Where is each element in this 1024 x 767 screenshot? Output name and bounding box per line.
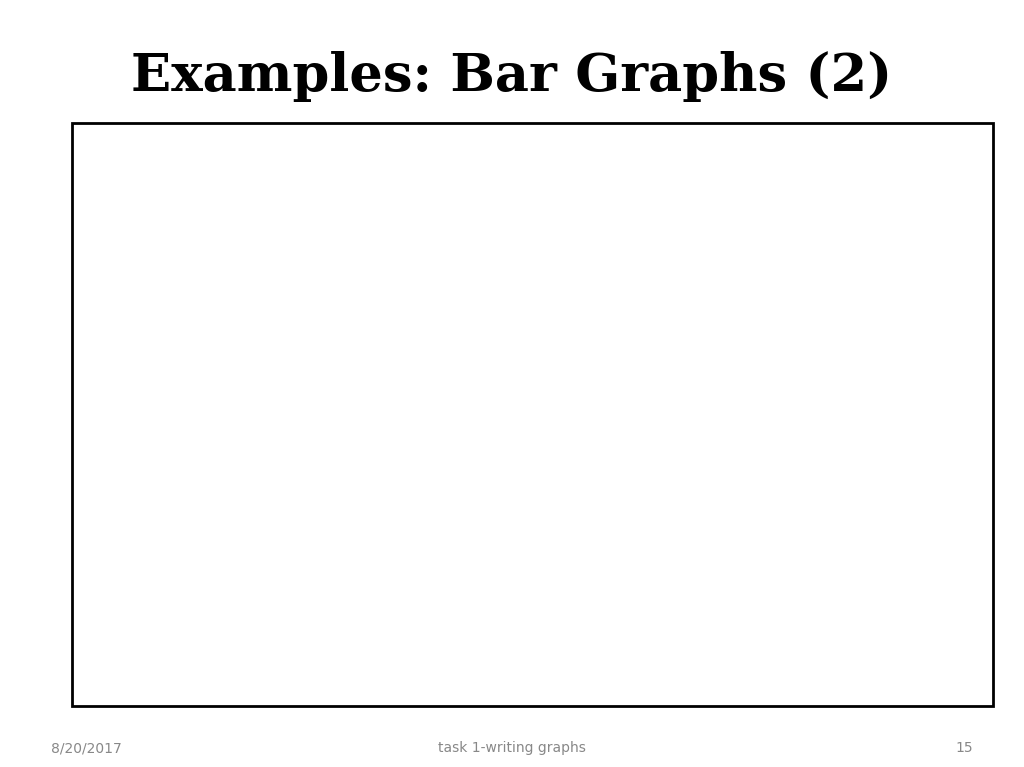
Text: Examples: Bar Graphs (2): Examples: Bar Graphs (2) [131,51,893,102]
Bar [742,518,809,652]
Text: 15: 15 [955,742,973,755]
Title: Destinations of holiday makers from Indonesia: Destinations of holiday makers from Indo… [400,169,757,183]
Bar [480,422,546,652]
Bar [217,384,283,652]
Bar [348,268,415,652]
Bar [874,479,940,652]
Text: 8/20/2017: 8/20/2017 [51,742,122,755]
Text: task 1-writing graphs: task 1-writing graphs [438,742,586,755]
Bar [611,345,677,652]
